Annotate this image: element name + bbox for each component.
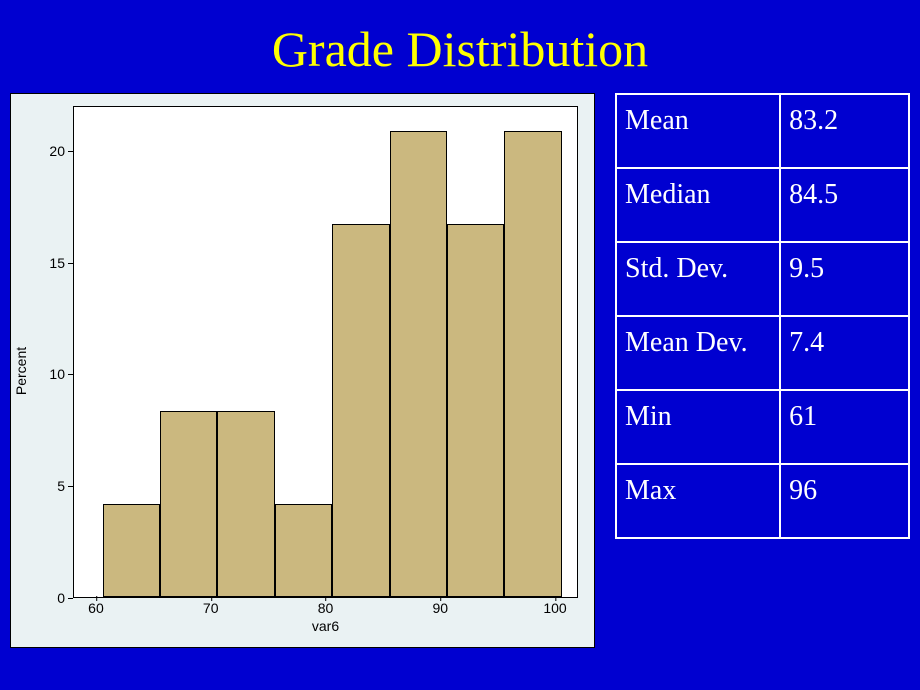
stats-row: Median84.5 — [616, 168, 909, 242]
histogram-bar — [160, 411, 217, 597]
histogram-bar — [275, 504, 332, 597]
stats-label: Mean Dev. — [616, 316, 780, 390]
x-tick: 60 — [88, 600, 104, 616]
stats-label: Median — [616, 168, 780, 242]
content-row: Percent var6 05101520 60708090100 Mean83… — [0, 93, 920, 648]
stats-value: 83.2 — [780, 94, 909, 168]
x-tick: 90 — [432, 600, 448, 616]
stats-value: 61 — [780, 390, 909, 464]
plot-area — [73, 106, 578, 598]
stats-label: Std. Dev. — [616, 242, 780, 316]
x-tick: 100 — [543, 600, 566, 616]
stats-value: 84.5 — [780, 168, 909, 242]
y-tick: 20 — [11, 143, 73, 159]
histogram-bar — [504, 131, 561, 597]
y-tick: 10 — [11, 366, 73, 382]
histogram-bar — [103, 504, 160, 597]
stats-value: 96 — [780, 464, 909, 538]
stats-row: Max96 — [616, 464, 909, 538]
histogram-bar — [390, 131, 447, 597]
y-tick: 5 — [11, 478, 73, 494]
stats-table: Mean83.2Median84.5Std. Dev.9.5Mean Dev.7… — [615, 93, 910, 539]
stats-label: Mean — [616, 94, 780, 168]
page-title: Grade Distribution — [0, 0, 920, 93]
x-axis-label: var6 — [73, 618, 578, 634]
stats-row: Min61 — [616, 390, 909, 464]
histogram-bar — [217, 411, 274, 597]
stats-row: Mean Dev.7.4 — [616, 316, 909, 390]
histogram-bar — [332, 224, 389, 597]
y-tick: 15 — [11, 255, 73, 271]
stats-value: 7.4 — [780, 316, 909, 390]
stats-value: 9.5 — [780, 242, 909, 316]
histogram-bar — [447, 224, 504, 597]
stats-row: Std. Dev.9.5 — [616, 242, 909, 316]
x-tick: 70 — [203, 600, 219, 616]
histogram-panel: Percent var6 05101520 60708090100 — [10, 93, 595, 648]
x-tick: 80 — [318, 600, 334, 616]
stats-label: Min — [616, 390, 780, 464]
stats-label: Max — [616, 464, 780, 538]
stats-row: Mean83.2 — [616, 94, 909, 168]
y-tick: 0 — [11, 590, 73, 606]
